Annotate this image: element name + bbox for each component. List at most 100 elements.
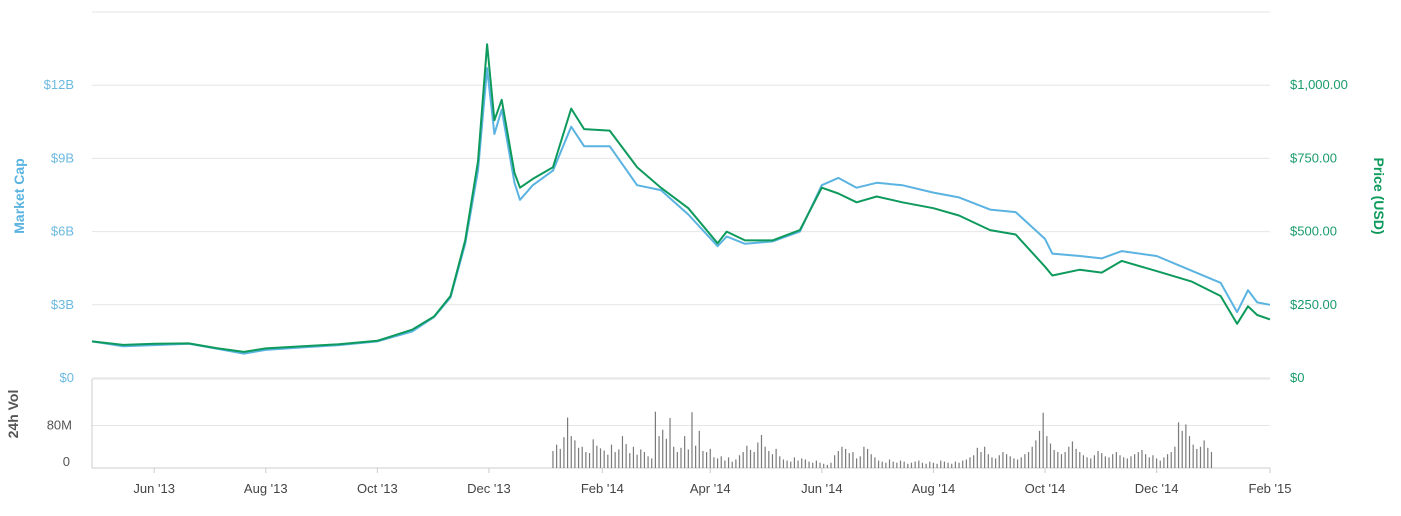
ytick-right: $250.00 (1290, 297, 1337, 312)
volume-bar (856, 458, 858, 468)
volume-bar (676, 452, 678, 468)
volume-bar (709, 448, 711, 468)
volume-bar (1002, 452, 1004, 468)
volume-bar (1185, 424, 1187, 468)
volume-bar (910, 462, 913, 468)
volume-bar (881, 461, 883, 468)
volume-bar (987, 454, 989, 468)
volume-bar (771, 454, 774, 468)
volume-bar (914, 461, 916, 468)
volume-bar (592, 439, 594, 468)
volume-bar (563, 437, 565, 468)
volume-bar (764, 446, 766, 468)
ytick-left: $3B (51, 297, 74, 312)
ytick-right: $1,000.00 (1290, 77, 1348, 92)
volume-bar (1163, 457, 1165, 468)
volume-bar (954, 461, 956, 468)
series-lines (91, 43, 1271, 355)
volume-bar (899, 460, 902, 468)
volume-bar (1068, 446, 1070, 468)
volume-bar (610, 444, 613, 468)
volume-bar (588, 453, 591, 468)
volume-bar (607, 454, 609, 468)
volume-bar (1141, 449, 1143, 468)
volume-bar (706, 452, 708, 468)
ytick-left: $0 (60, 370, 74, 385)
volume-bar (1031, 446, 1033, 468)
volume-bar (1038, 430, 1041, 468)
volume-bar (695, 445, 697, 468)
xtick-label: Dec '14 (1135, 481, 1179, 496)
volume-bar (585, 452, 587, 468)
volume-bar (1097, 451, 1099, 468)
volume-bar (903, 461, 905, 468)
volume-bar (1108, 457, 1110, 468)
volume-bar (907, 463, 909, 468)
volume-bar (841, 446, 843, 468)
volume-bar (735, 459, 737, 468)
volume-bar (1016, 459, 1019, 468)
volume-bar (823, 463, 825, 468)
ylabel-right: Price (USD) (1371, 157, 1387, 234)
volume-bar (958, 462, 960, 468)
volume-bar (1064, 452, 1066, 468)
volume-bar (1170, 452, 1172, 468)
ytick-vol: 80M (47, 418, 72, 433)
volume-bar (556, 444, 558, 468)
grid-layer (91, 11, 1271, 473)
volume-bar (654, 411, 656, 468)
xtick-label: Jun '13 (133, 481, 175, 496)
volume-bar (943, 461, 946, 468)
volume-bar (1145, 454, 1147, 468)
volume-bar (815, 460, 817, 468)
volume-bar (691, 412, 693, 468)
volume-bar (793, 457, 796, 468)
volume-bar (936, 463, 938, 468)
volume-bar (801, 458, 803, 468)
volume-bar (973, 455, 975, 468)
volume-bar (1020, 457, 1022, 468)
volume-bar (892, 461, 894, 468)
volume-bar (1177, 422, 1180, 468)
volume-bar (969, 457, 971, 468)
xtick-label: Aug '14 (912, 481, 956, 496)
volume-bar (1013, 458, 1015, 468)
volume-bar (852, 452, 854, 468)
volume-bar (995, 458, 997, 468)
volume-bar (1181, 430, 1183, 468)
volume-bar (859, 456, 861, 468)
volume-bar (808, 461, 810, 468)
volume-bar (1210, 452, 1213, 468)
volume-bar (940, 460, 942, 468)
volume-bar (1137, 452, 1139, 468)
volume-bar (1046, 436, 1048, 468)
volume-bar (596, 445, 598, 468)
volume-bar (932, 462, 935, 468)
volume-bar (1199, 446, 1202, 468)
xtick-label: Oct '13 (357, 481, 398, 496)
volume-bar (669, 418, 671, 468)
volume-bar (552, 451, 554, 468)
volume-bar (1075, 448, 1077, 468)
xtick-label: Jun '14 (801, 481, 843, 496)
volume-bar (698, 430, 700, 468)
volume-bar (625, 444, 627, 468)
volume-bar (1174, 446, 1176, 468)
volume-bar (559, 448, 561, 468)
ylabel-vol: 24h Vol (5, 390, 21, 439)
volume-bar (1042, 412, 1044, 468)
axis-titles: Market Cap Price (USD) 24h Vol (5, 157, 1387, 438)
volume-bar (713, 457, 715, 468)
volume-bar (918, 460, 920, 468)
volume-bar (976, 447, 978, 468)
volume-bar (779, 456, 781, 468)
volume-bar (621, 436, 624, 468)
volume-bar (1104, 456, 1106, 468)
ylabel-left: Market Cap (11, 158, 27, 233)
volume-bar (782, 459, 785, 468)
xtick-label: Feb '14 (581, 481, 624, 496)
volume-bar (870, 454, 872, 468)
volume-bar (1093, 455, 1095, 468)
volume-bar (1005, 454, 1008, 468)
